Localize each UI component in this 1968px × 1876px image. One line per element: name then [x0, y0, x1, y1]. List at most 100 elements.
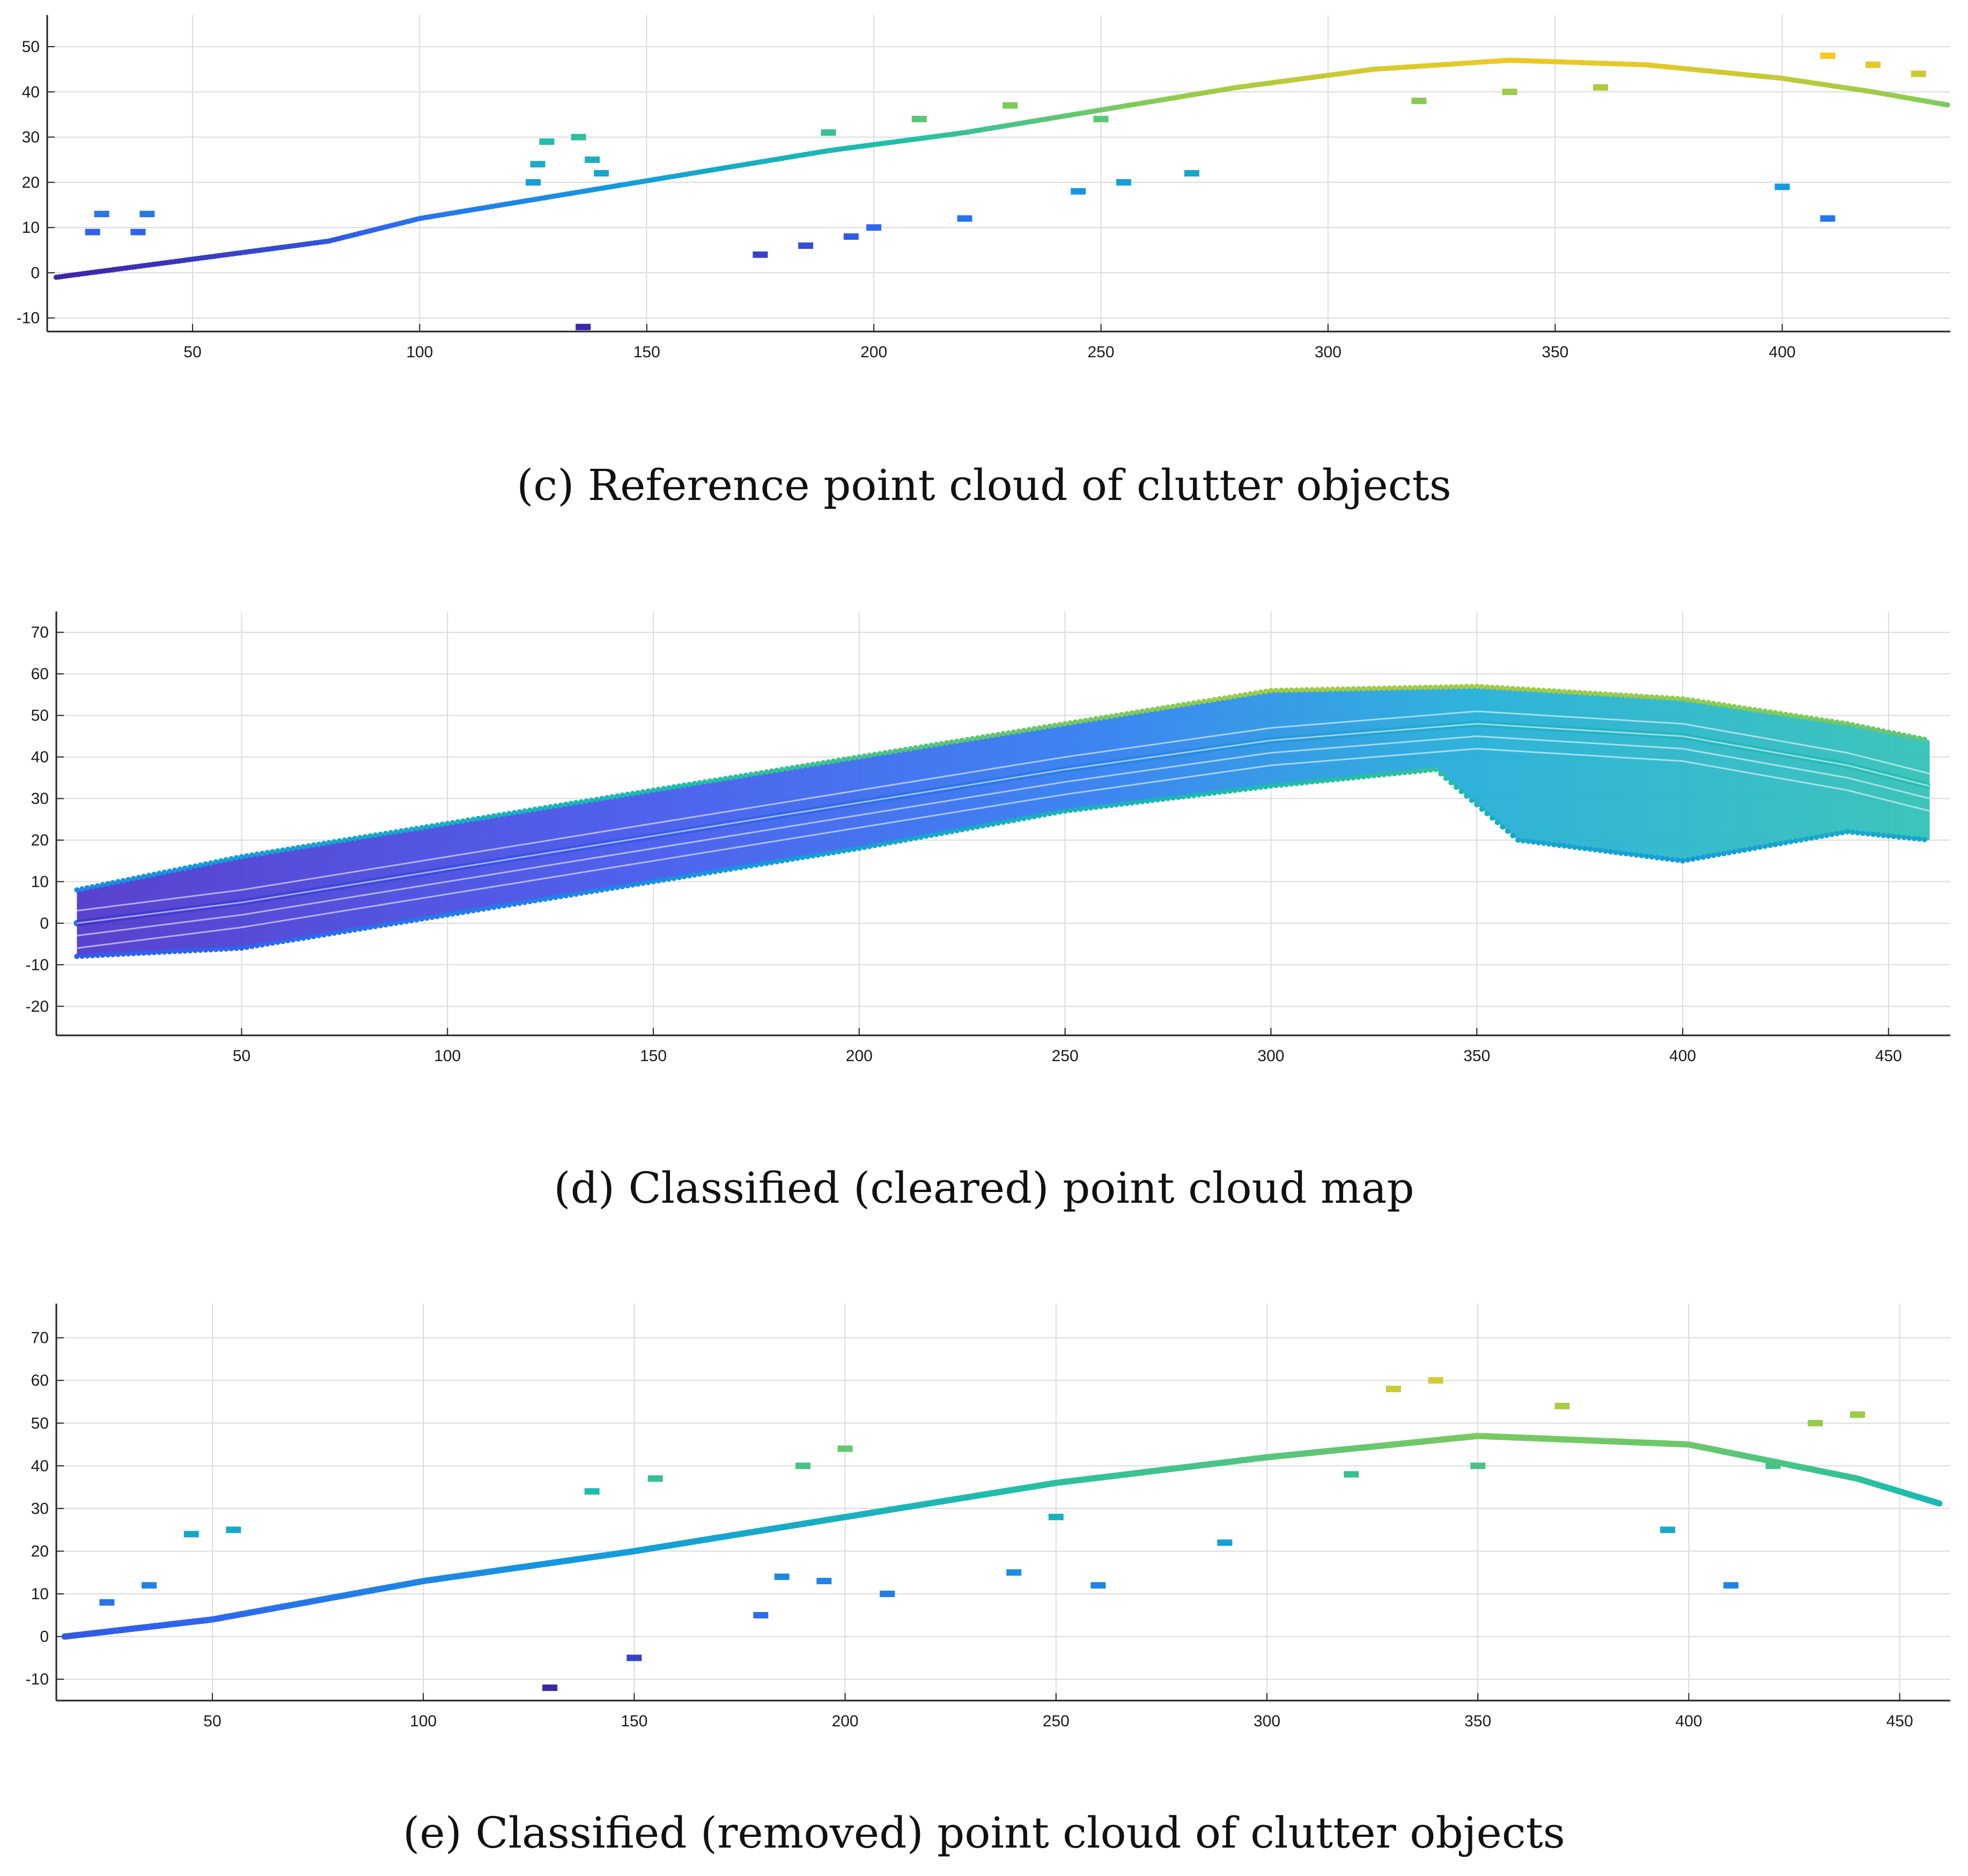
data-point — [1623, 693, 1629, 698]
data-point — [1078, 718, 1083, 724]
data-point — [1165, 704, 1171, 710]
data-point — [1788, 712, 1794, 718]
chart-d-plot: 50 100 150 200 250 300 350 400 450 -20 -10 0 10 20 30 4… — [26, 612, 1950, 1065]
data-point — [1114, 712, 1119, 718]
data-point — [1860, 724, 1866, 730]
data-point — [1407, 769, 1413, 775]
series-lower-boundary — [74, 767, 1927, 959]
data-point — [1206, 697, 1212, 703]
data-point — [1294, 781, 1300, 786]
data-point — [897, 838, 903, 844]
data-point — [1273, 783, 1279, 789]
data-point — [558, 802, 564, 808]
data-point — [316, 933, 322, 939]
data-point — [1736, 848, 1742, 854]
data-point — [1783, 840, 1788, 845]
data-point — [300, 935, 306, 941]
data-point — [1330, 777, 1336, 783]
data-point — [1896, 834, 1901, 840]
data-point — [614, 885, 620, 891]
data-point — [1561, 843, 1567, 849]
data-point — [1834, 719, 1840, 725]
data-point — [1114, 802, 1119, 808]
data-point — [1680, 696, 1686, 702]
data-point — [311, 842, 316, 848]
data-point — [795, 1462, 810, 1469]
data-point — [753, 251, 768, 258]
data-point — [1774, 183, 1790, 190]
data-point — [676, 783, 682, 789]
data-point — [1134, 799, 1140, 805]
data-point — [1865, 831, 1871, 837]
data-point — [249, 852, 255, 858]
y-tick-label: 10 — [31, 873, 49, 891]
data-point — [784, 766, 790, 771]
data-point — [1006, 818, 1012, 824]
data-point — [1090, 1582, 1106, 1589]
data-point — [830, 850, 836, 856]
data-point — [1088, 805, 1094, 811]
data-point — [918, 834, 924, 840]
x-tick-label: 100 — [406, 343, 433, 361]
data-point — [1366, 773, 1372, 779]
data-point — [130, 876, 136, 881]
data-point — [975, 824, 981, 830]
data-point — [532, 806, 538, 812]
data-point — [599, 796, 605, 801]
data-point — [280, 847, 286, 853]
data-point — [846, 756, 852, 762]
data-point — [1824, 833, 1830, 838]
data-point — [1536, 687, 1542, 693]
data-point — [1746, 706, 1752, 712]
data-point — [1417, 685, 1423, 690]
data-point — [223, 946, 229, 952]
data-point — [1407, 685, 1413, 690]
data-point — [403, 918, 409, 924]
data-point — [861, 753, 867, 759]
y-tick-label: 0 — [31, 264, 40, 282]
data-point — [1824, 718, 1830, 724]
data-point — [151, 950, 157, 955]
data-point — [1011, 729, 1016, 735]
data-point — [156, 870, 162, 876]
panel-d: 50 100 150 200 250 300 350 400 450 -20 -10 0 10 20 30 4… — [0, 590, 1968, 1234]
data-point — [1839, 830, 1845, 836]
data-point — [167, 869, 173, 874]
data-point — [1252, 690, 1258, 696]
data-point — [1371, 773, 1377, 778]
data-point — [1325, 687, 1330, 692]
data-point — [1422, 768, 1428, 774]
data-point — [609, 794, 615, 800]
data-point — [120, 951, 126, 957]
data-point — [1721, 702, 1727, 708]
x-tick-label: 50 — [183, 343, 201, 361]
data-point — [576, 323, 591, 330]
data-point — [1211, 790, 1217, 796]
data-point — [1613, 850, 1619, 855]
data-point — [843, 233, 859, 240]
data-point — [1344, 1471, 1359, 1478]
data-point — [142, 1582, 157, 1589]
data-point — [1155, 706, 1161, 712]
data-point — [542, 896, 548, 902]
plot-area — [47, 15, 1950, 332]
data-point — [836, 849, 842, 855]
data-point — [1351, 686, 1356, 692]
x-tick-label: 450 — [1886, 1712, 1913, 1730]
data-point — [584, 889, 589, 895]
data-point — [506, 811, 512, 816]
data-point — [352, 835, 358, 841]
data-point — [182, 865, 188, 871]
data-point — [1222, 695, 1228, 701]
data-point — [1695, 698, 1701, 704]
data-point — [753, 862, 759, 868]
data-point — [1788, 839, 1794, 845]
data-point — [1170, 795, 1176, 801]
data-point — [1222, 789, 1228, 794]
data-point — [167, 949, 173, 955]
series-road-edge-curve — [53, 57, 1950, 280]
data-point — [1000, 731, 1006, 737]
data-point — [604, 795, 610, 800]
data-point — [728, 866, 733, 872]
data-point — [1474, 802, 1480, 808]
